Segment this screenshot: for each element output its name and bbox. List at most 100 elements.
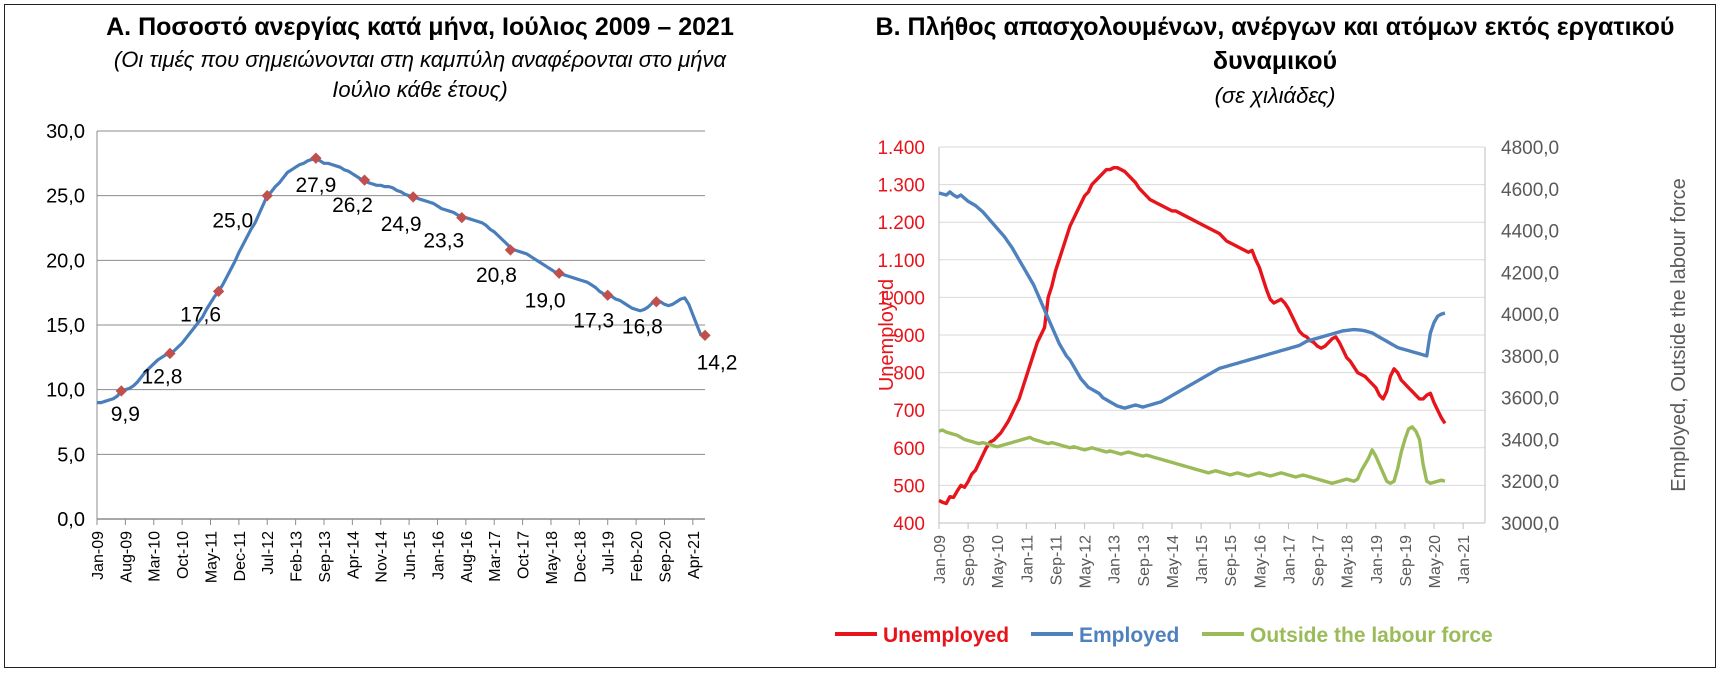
y-tick-label-right: 4200,0	[1501, 263, 1559, 284]
july-marker	[358, 174, 371, 186]
figure-frame: A. Ποσοστό ανεργίας κατά μήνα, Ιούλιος 2…	[4, 4, 1716, 668]
x-tick-label-b: Jan-21	[1456, 535, 1473, 584]
x-tick-label-b: Sep-17	[1311, 535, 1328, 587]
y-tick-label-a: 25,0	[46, 186, 85, 208]
x-tick-label-a: Sep-20	[657, 531, 674, 583]
x-tick-label-a: Jun-15	[402, 531, 419, 580]
panel-a-title: A. Ποσοστό ανεργίας κατά μήνα, Ιούλιος 2…	[106, 13, 734, 41]
data-label-a: 9,9	[111, 403, 140, 426]
x-tick-label-a: Aug-16	[459, 531, 476, 583]
employed-line	[938, 190, 1446, 410]
x-tick-label-a: Aug-09	[118, 531, 135, 583]
chart-a: 0,0 5,0 10,0 15,0 20,0 25,0 30,0 Jan-09 Aug-09 Ma…	[46, 121, 738, 584]
data-label-a: 12,8	[142, 365, 183, 388]
july-marker	[553, 267, 565, 279]
outside-labour-force-line	[938, 425, 1446, 486]
july-marker	[164, 347, 176, 360]
x-tick-label-b: May-14	[1165, 535, 1182, 588]
july-marker	[456, 211, 468, 224]
x-tick-label-a: Apr-14	[345, 531, 362, 579]
data-label-a: 23,3	[423, 230, 464, 253]
x-tick-label-b: May-10	[990, 535, 1007, 588]
x-tick-label-a: Dec-18	[572, 531, 589, 583]
y-tick-label-left: 600	[893, 439, 925, 460]
y-tick-label-right: 3400,0	[1501, 430, 1559, 451]
y-tick-label-right: 3000,0	[1501, 514, 1559, 535]
y-axis-title-right: Employed, Outside the labour force	[1668, 178, 1690, 492]
x-tick-label-b: Sep-09	[961, 535, 978, 587]
x-tick-label-a: Nov-14	[374, 531, 391, 583]
y-tick-label-right: 3600,0	[1501, 389, 1559, 410]
july-marker	[699, 329, 711, 342]
data-label-a: 24,9	[381, 213, 422, 236]
y-tick-label-left: 1.400	[877, 138, 925, 159]
panel-b-title-line1: B. Πλήθος απασχολουμένων, ανέργων και ατ…	[875, 13, 1675, 41]
unemployed-line	[938, 165, 1447, 506]
x-tick-label-b: Sep-15	[1223, 535, 1240, 587]
x-tick-label-a: Oct-17	[516, 531, 533, 579]
panel-a: A. Ποσοστό ανεργίας κατά μήνα, Ιούλιος 2…	[5, 5, 835, 669]
x-tick-label-a: May-11	[203, 531, 220, 583]
unemployment-rate-line	[97, 156, 703, 405]
x-tick-label-a: Jul-19	[601, 531, 618, 575]
y-tick-label-a: 15,0	[46, 315, 85, 337]
legend-unemployed-label: Unemployed	[883, 624, 1009, 647]
x-tick-label-a: Feb-20	[629, 531, 646, 582]
y-tick-label-left: 800	[893, 364, 925, 385]
data-label-a: 16,8	[622, 316, 663, 339]
panel-b-title-line2: δυναμικού	[1212, 47, 1338, 75]
y-tick-label-a: 20,0	[46, 250, 85, 272]
legend-employed-label: Employed	[1079, 624, 1179, 647]
y-tick-label-left: 1.100	[877, 251, 925, 272]
x-tick-label-b: Jan-15	[1194, 535, 1211, 584]
y-tick-label-left: 400	[893, 514, 925, 535]
y-tick-label-right: 3200,0	[1501, 472, 1559, 493]
x-tick-label-a: Apr-21	[686, 531, 703, 579]
data-label-a: 19,0	[525, 289, 566, 312]
x-tick-label-b: Sep-19	[1398, 535, 1415, 587]
panel-a-subtitle-line2: Ιούλιο κάθε έτους)	[332, 77, 508, 102]
july-marker	[261, 190, 273, 202]
x-tick-label-b: Jan-11	[1019, 535, 1036, 583]
x-tick-label-b: Jan-13	[1107, 535, 1124, 584]
x-tick-label-a: May-18	[544, 531, 561, 584]
y-tick-label-left: 900	[893, 326, 925, 347]
panel-b: B. Πλήθος απασχολουμένων, ανέργων και ατ…	[835, 5, 1715, 669]
y-tick-label-right: 4000,0	[1501, 305, 1559, 326]
x-tick-label-b: May-18	[1340, 535, 1357, 588]
july-marker	[602, 289, 614, 301]
x-tick-label-b: May-16	[1252, 535, 1269, 588]
x-tick-label-b: Jan-09	[932, 535, 949, 584]
july-marker	[650, 296, 663, 308]
july-marker	[407, 191, 419, 203]
y-axis-title-left: Unemployed	[876, 279, 898, 391]
x-tick-label-a: Sep-13	[317, 531, 334, 583]
x-tick-label-b: Sep-11	[1048, 535, 1065, 586]
panel-a-subtitle-line1: (Οι τιμές που σημειώνονται στη καμπύλη α…	[113, 47, 727, 72]
july-marker	[310, 152, 322, 164]
x-tick-label-a: Mar-10	[147, 531, 164, 582]
x-tick-label-b: Jan-17	[1281, 535, 1298, 584]
y-tick-label-left: 700	[893, 401, 925, 422]
july-marker	[212, 285, 225, 298]
y-tick-label-right: 3800,0	[1501, 347, 1559, 368]
y-tick-label-right: 4600,0	[1501, 180, 1559, 201]
data-label-a: 17,3	[573, 309, 614, 332]
data-label-a: 20,8	[476, 264, 517, 287]
x-tick-label-b: May-20	[1427, 535, 1444, 588]
x-tick-label-a: Jul-12	[260, 531, 277, 575]
y-tick-label-a: 5,0	[57, 444, 85, 466]
x-tick-label-a: Dec-11	[232, 531, 249, 581]
y-tick-label-left: 1.300	[877, 176, 925, 197]
x-tick-label-a: Feb-13	[289, 531, 306, 582]
x-tick-label-b: Sep-13	[1136, 535, 1153, 587]
y-tick-label-a: 0,0	[57, 509, 85, 531]
panel-b-subtitle: (σε χιλιάδες)	[1214, 83, 1336, 108]
y-tick-label-left: 1.000	[877, 288, 925, 309]
y-tick-label-left: 500	[893, 476, 925, 497]
data-label-a: 26,2	[332, 194, 373, 217]
x-tick-label-b: May-12	[1078, 535, 1095, 588]
x-tick-label-b: Jan-19	[1369, 535, 1386, 584]
data-label-a: 27,9	[295, 174, 336, 197]
data-label-a: 14,2	[697, 351, 738, 374]
